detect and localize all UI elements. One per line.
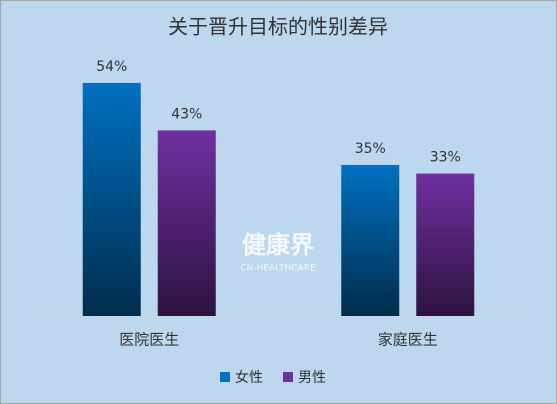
chart-title: 关于晋升目标的性别差异	[168, 15, 388, 39]
data-label: 33%	[430, 150, 461, 166]
data-label: 43%	[171, 106, 202, 122]
legend-swatch	[220, 372, 230, 382]
bar	[82, 82, 141, 317]
bar	[157, 130, 216, 316]
data-label: 54%	[96, 59, 127, 75]
watermark-subtitle: CN-HEALTHCARE	[240, 264, 316, 274]
bar	[341, 164, 400, 316]
legend-label: 女性	[235, 369, 263, 386]
watermark: 健康界	[242, 231, 314, 259]
legend-swatch	[283, 372, 293, 382]
x-tick-label: 家庭医生	[378, 331, 438, 349]
legend-label: 男性	[298, 370, 326, 386]
x-tick-label: 医院医生	[119, 331, 179, 349]
data-label: 35%	[355, 141, 386, 157]
bar	[416, 173, 475, 316]
